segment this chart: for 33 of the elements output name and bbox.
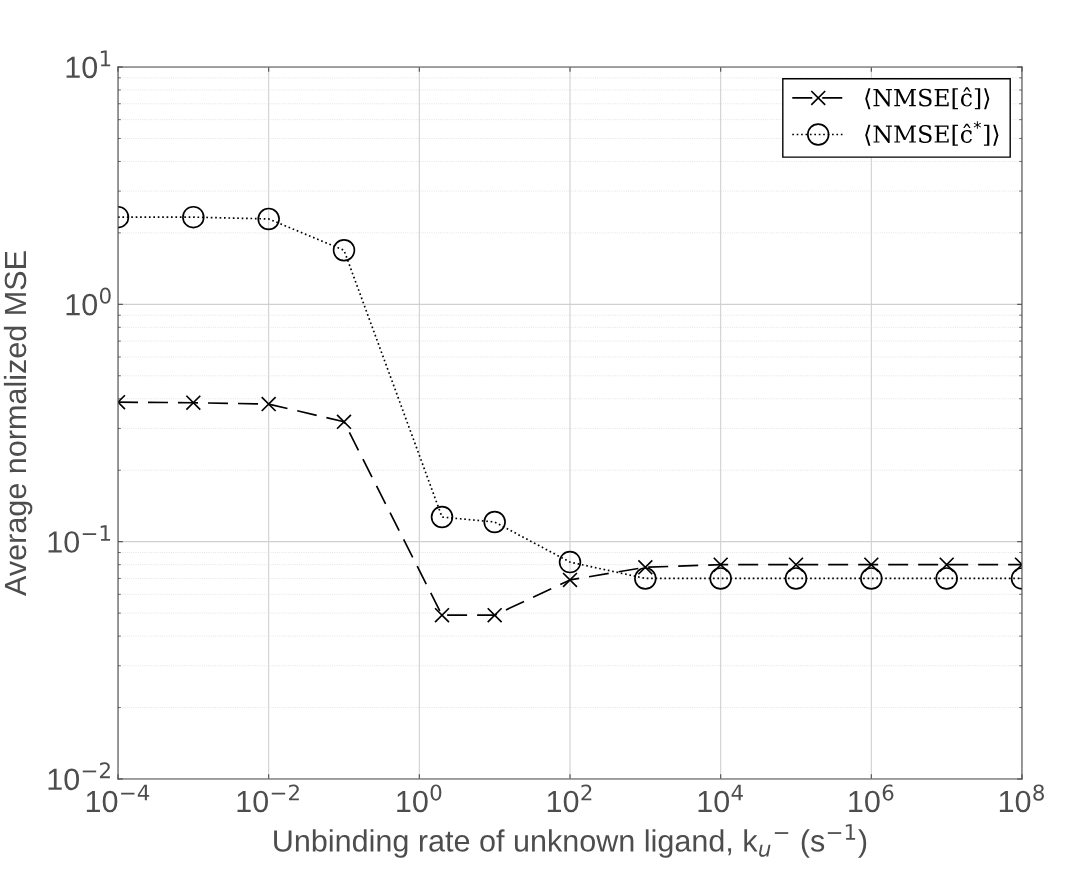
point bbox=[788, 556, 804, 573]
x-axis-title: Unbinding rate of unknown ligand, k$_{u}$$^{−}$ (s$^{−1}$) bbox=[274, 824, 867, 858]
legend-label: ⟨NMSE[ĉ]⟩ bbox=[865, 87, 990, 110]
x-tick-label: 10$^{4}$ bbox=[698, 784, 743, 813]
x-tick-label: 10$^{−2}$ bbox=[237, 784, 299, 813]
x-tick-label: 10$^{2}$ bbox=[547, 784, 592, 813]
point bbox=[784, 567, 808, 590]
point bbox=[562, 572, 578, 588]
x-tick-label: 10$^{0}$ bbox=[397, 784, 442, 813]
point bbox=[712, 556, 729, 573]
x-tick-label: 10$^{6}$ bbox=[849, 784, 894, 813]
point bbox=[860, 567, 883, 590]
point bbox=[709, 567, 732, 590]
y-tick-label: 10$^{1}$ bbox=[66, 50, 111, 79]
point bbox=[336, 413, 352, 430]
point bbox=[938, 556, 955, 573]
point bbox=[634, 567, 657, 590]
point bbox=[182, 205, 205, 229]
point bbox=[486, 607, 503, 623]
point bbox=[935, 567, 958, 590]
x-tick-label: 10$^{8}$ bbox=[999, 784, 1044, 813]
point bbox=[637, 559, 654, 576]
legend-label: ⟨NMSE[ĉ$^{*}$]⟩ bbox=[865, 121, 999, 146]
y-tick-label: 10$^{−1}$ bbox=[48, 525, 111, 553]
y-tick-label: 10$^{0}$ bbox=[66, 287, 111, 316]
point bbox=[483, 510, 506, 534]
point bbox=[332, 238, 356, 262]
point bbox=[558, 550, 582, 574]
y-axis-title: Average normalized MSE bbox=[3, 251, 33, 596]
point bbox=[185, 394, 202, 411]
point bbox=[257, 207, 280, 231]
point bbox=[863, 556, 880, 573]
point bbox=[260, 396, 277, 412]
